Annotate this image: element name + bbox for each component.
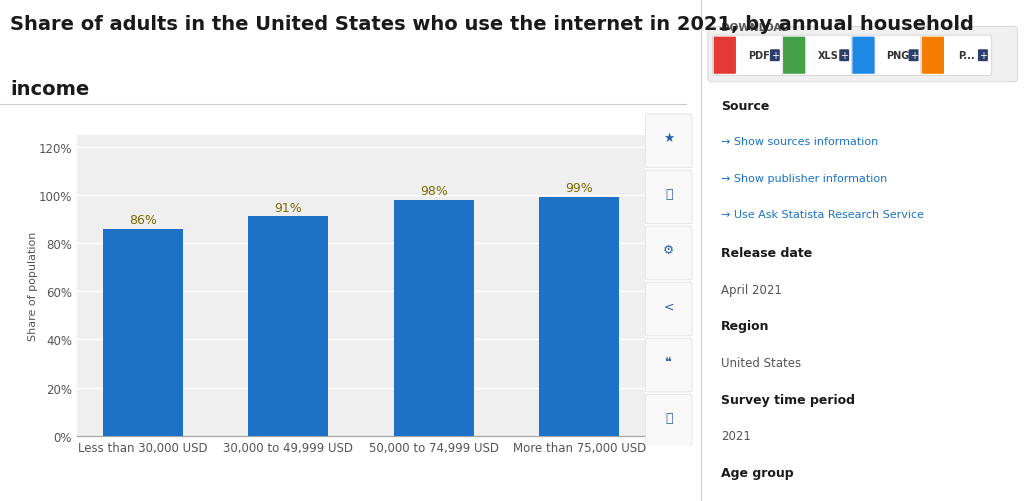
FancyBboxPatch shape — [783, 38, 805, 75]
Text: P...: P... — [958, 51, 975, 61]
FancyBboxPatch shape — [714, 38, 736, 75]
Y-axis label: Share of population: Share of population — [28, 231, 38, 340]
FancyBboxPatch shape — [921, 36, 991, 76]
Bar — [248, 217, 329, 436]
Text: +: + — [979, 51, 987, 61]
Text: 2021: 2021 — [721, 429, 751, 442]
Text: +: + — [909, 51, 918, 61]
Text: PNG: PNG — [886, 51, 909, 61]
FancyBboxPatch shape — [782, 36, 853, 76]
FancyBboxPatch shape — [645, 171, 692, 224]
Text: 🖨: 🖨 — [665, 411, 673, 424]
Text: 86%: 86% — [129, 213, 157, 226]
FancyBboxPatch shape — [713, 36, 783, 76]
Text: 🔔: 🔔 — [665, 188, 673, 200]
Text: 91%: 91% — [274, 201, 302, 214]
Text: +: + — [771, 51, 779, 61]
Bar — [393, 200, 474, 436]
Text: <: < — [664, 300, 674, 313]
FancyBboxPatch shape — [708, 28, 1018, 83]
Text: XLS: XLS — [817, 51, 839, 61]
Text: Survey time period: Survey time period — [721, 393, 855, 406]
Bar — [540, 198, 620, 436]
Text: Age group: Age group — [721, 466, 794, 479]
Text: → Use Ask Statista Research Service: → Use Ask Statista Research Service — [721, 210, 924, 220]
Text: → Show publisher information: → Show publisher information — [721, 173, 887, 183]
Text: Source: Source — [721, 100, 769, 113]
FancyBboxPatch shape — [922, 38, 944, 75]
Text: +: + — [841, 51, 848, 61]
Text: ★: ★ — [664, 132, 674, 145]
Text: ⚙: ⚙ — [664, 243, 674, 257]
Text: DOWNLOAD: DOWNLOAD — [721, 23, 790, 33]
Text: ❝: ❝ — [666, 356, 672, 368]
Text: 98%: 98% — [420, 184, 447, 197]
Text: PDF: PDF — [748, 51, 770, 61]
Text: Release date: Release date — [721, 246, 812, 260]
FancyBboxPatch shape — [852, 38, 874, 75]
Text: 99%: 99% — [565, 182, 593, 195]
Text: Region: Region — [721, 320, 769, 333]
Text: → Show sources information: → Show sources information — [721, 137, 878, 147]
Text: Share of adults in the United States who use the internet in 2021, by annual hou: Share of adults in the United States who… — [10, 15, 974, 34]
FancyBboxPatch shape — [645, 394, 692, 448]
Text: April 2021: April 2021 — [721, 283, 781, 296]
FancyBboxPatch shape — [645, 226, 692, 280]
Bar — [102, 229, 182, 436]
FancyBboxPatch shape — [851, 36, 923, 76]
FancyBboxPatch shape — [645, 339, 692, 392]
Text: income: income — [10, 80, 89, 99]
FancyBboxPatch shape — [645, 283, 692, 336]
FancyBboxPatch shape — [645, 115, 692, 168]
Text: United States: United States — [721, 356, 801, 369]
